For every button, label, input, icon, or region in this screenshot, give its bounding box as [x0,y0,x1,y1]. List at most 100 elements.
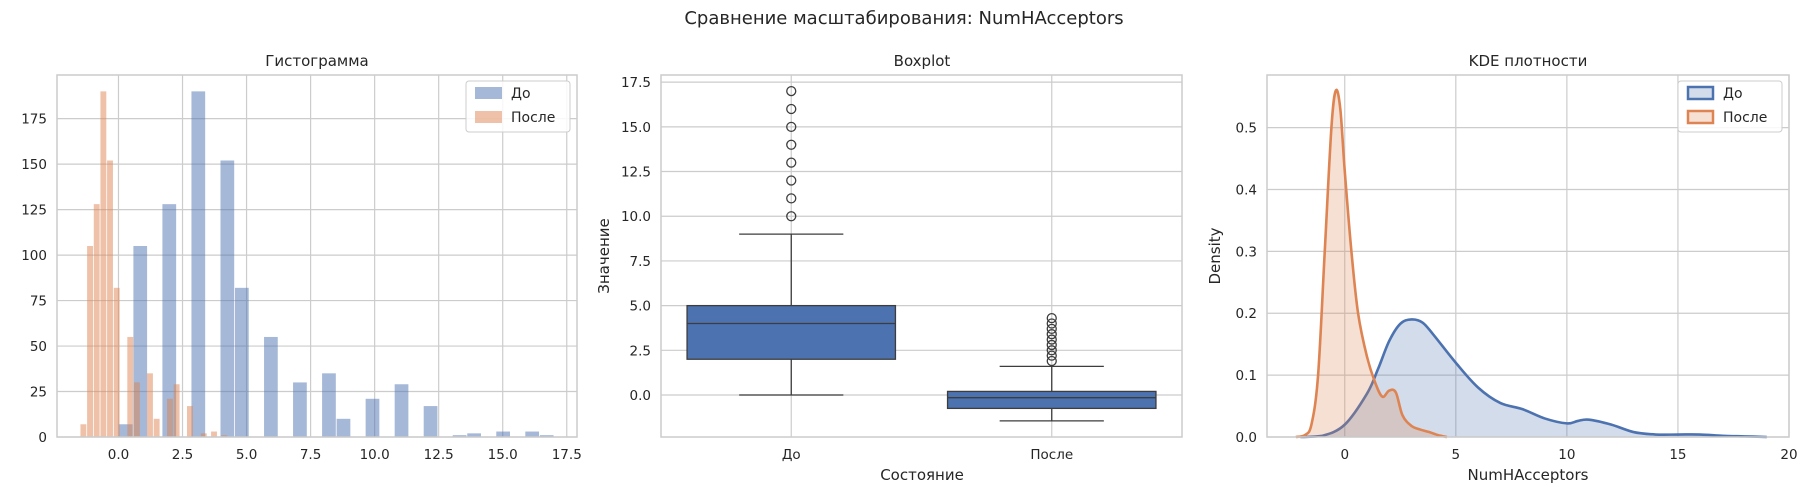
box [946,390,1157,410]
histogram-bar [452,435,467,437]
histogram-bar [264,336,278,437]
y-tick-label: 25 [30,385,47,401]
y-tick-label: 0.3 [1236,244,1257,260]
legend-swatch-before [1686,85,1715,101]
outlier-point [1046,339,1057,351]
x-tick-label: 0 [1340,447,1349,463]
histogram-bar [191,91,206,437]
y-tick-label: 0.4 [1236,182,1257,198]
outlier-point [1046,329,1057,340]
x-tick-label: 0.0 [108,447,129,463]
histogram-bar [525,431,540,437]
outlier-point [786,139,797,150]
y-tick-label: 100 [21,248,47,264]
histogram-bar [539,435,554,437]
histogram-bar [211,431,217,437]
outlier-point [1046,350,1057,361]
histogram-bar [365,398,380,437]
kde-line [1295,88,1448,439]
histogram-legend: До После [465,80,571,133]
histogram-bar [423,406,438,437]
y-tick-label: 0.0 [1236,430,1257,446]
histogram-bar [87,245,93,437]
legend-swatch-after [1686,109,1715,125]
kde-area [1300,319,1767,437]
histogram-bar [127,336,134,437]
x-tick-label: 7.5 [300,447,321,463]
outlier-point [1046,323,1057,334]
histogram-frame [56,74,578,438]
histogram-panel: Гистограмма 0.0 2.5 5.0 7.5 10.0 12.5 15.0 17.5… [21,52,582,463]
x-tick-label: После [1030,447,1073,463]
x-tick-label: 17.5 [552,447,582,463]
y-tick-label: 10.0 [621,209,651,225]
legend-label-after: После [1723,110,1767,126]
x-tick-label: 15.0 [488,447,518,463]
histogram-bar [153,418,160,437]
outlier-point [786,211,797,222]
x-tick-label: 20 [1780,447,1797,463]
histogram-bar [467,433,481,437]
y-tick-label: 0.1 [1236,368,1257,384]
kde-legend: До После [1677,80,1783,133]
box [686,304,897,360]
histogram-bar [234,287,249,437]
histogram-bar [133,382,140,437]
histogram-title: Гистограмма [265,52,368,70]
boxplot-title: Boxplot [894,52,951,70]
x-tick-label: 2.5 [172,447,193,463]
histogram-bar [167,398,173,437]
histogram-bar [162,204,177,437]
outlier-point [786,103,797,115]
histogram-bar [293,382,307,437]
outlier-point [1046,334,1057,345]
legend-label-before: До [1723,86,1743,102]
legend-swatch-after [475,111,502,123]
y-tick-label: 75 [30,294,47,310]
histogram-bar [173,384,180,437]
outlier-point [786,85,797,97]
boxplot-panel: Boxplot До После 0.0 2.5 5.0 7.5 10.0 12.5 15.0 1… [595,52,1183,484]
histogram-bar [336,418,351,437]
kde-xlabel: NumHAcceptors [1468,466,1589,484]
y-tick-label: 2.5 [630,343,651,359]
histogram-bar [187,406,193,437]
y-tick-label: 0.2 [1236,306,1257,322]
outlier-point [786,175,797,186]
y-tick-label: 15.0 [621,120,651,136]
y-tick-label: 0 [38,430,47,446]
kde-title: KDE плотности [1469,52,1588,70]
outlier-point [786,157,797,168]
histogram-bar [147,373,153,437]
x-tick-label: 5 [1452,447,1461,463]
outlier-point [786,193,797,204]
y-tick-label: 175 [21,112,47,128]
y-tick-label: 125 [21,203,47,219]
x-tick-label: До [782,447,801,463]
y-tick-label: 0.5 [1236,121,1257,137]
kde-frame [1266,74,1790,438]
histogram-bar [322,373,336,437]
histogram-bar [100,91,107,437]
outlier-point [1046,355,1057,367]
histogram-bar [200,433,207,437]
y-tick-label: 5.0 [630,299,651,315]
outlier-point [1046,312,1057,324]
kde-line [1300,318,1767,439]
y-tick-label: 7.5 [630,254,651,270]
histogram-bar [496,431,510,437]
outlier-point [1046,318,1057,329]
x-tick-label: 15 [1669,447,1686,463]
histogram-bar [394,384,409,437]
boxplot-xlabel: Состояние [880,466,964,484]
kde-ylabel: Density [1206,227,1224,284]
kde-panel: KDE плотности 0 5 10 15 20 0.0 0.1 0.2 0.3 0.4 0.5… [1206,52,1798,484]
kde-area [1295,89,1447,437]
outlier-point [1046,345,1057,356]
x-tick-label: 10.0 [360,447,390,463]
legend-label-after: После [511,110,555,126]
y-tick-label: 0.0 [630,388,651,404]
figure-suptitle: Сравнение масштабирования: NumHAcceptors [684,8,1123,29]
boxplot-frame [660,74,1183,438]
